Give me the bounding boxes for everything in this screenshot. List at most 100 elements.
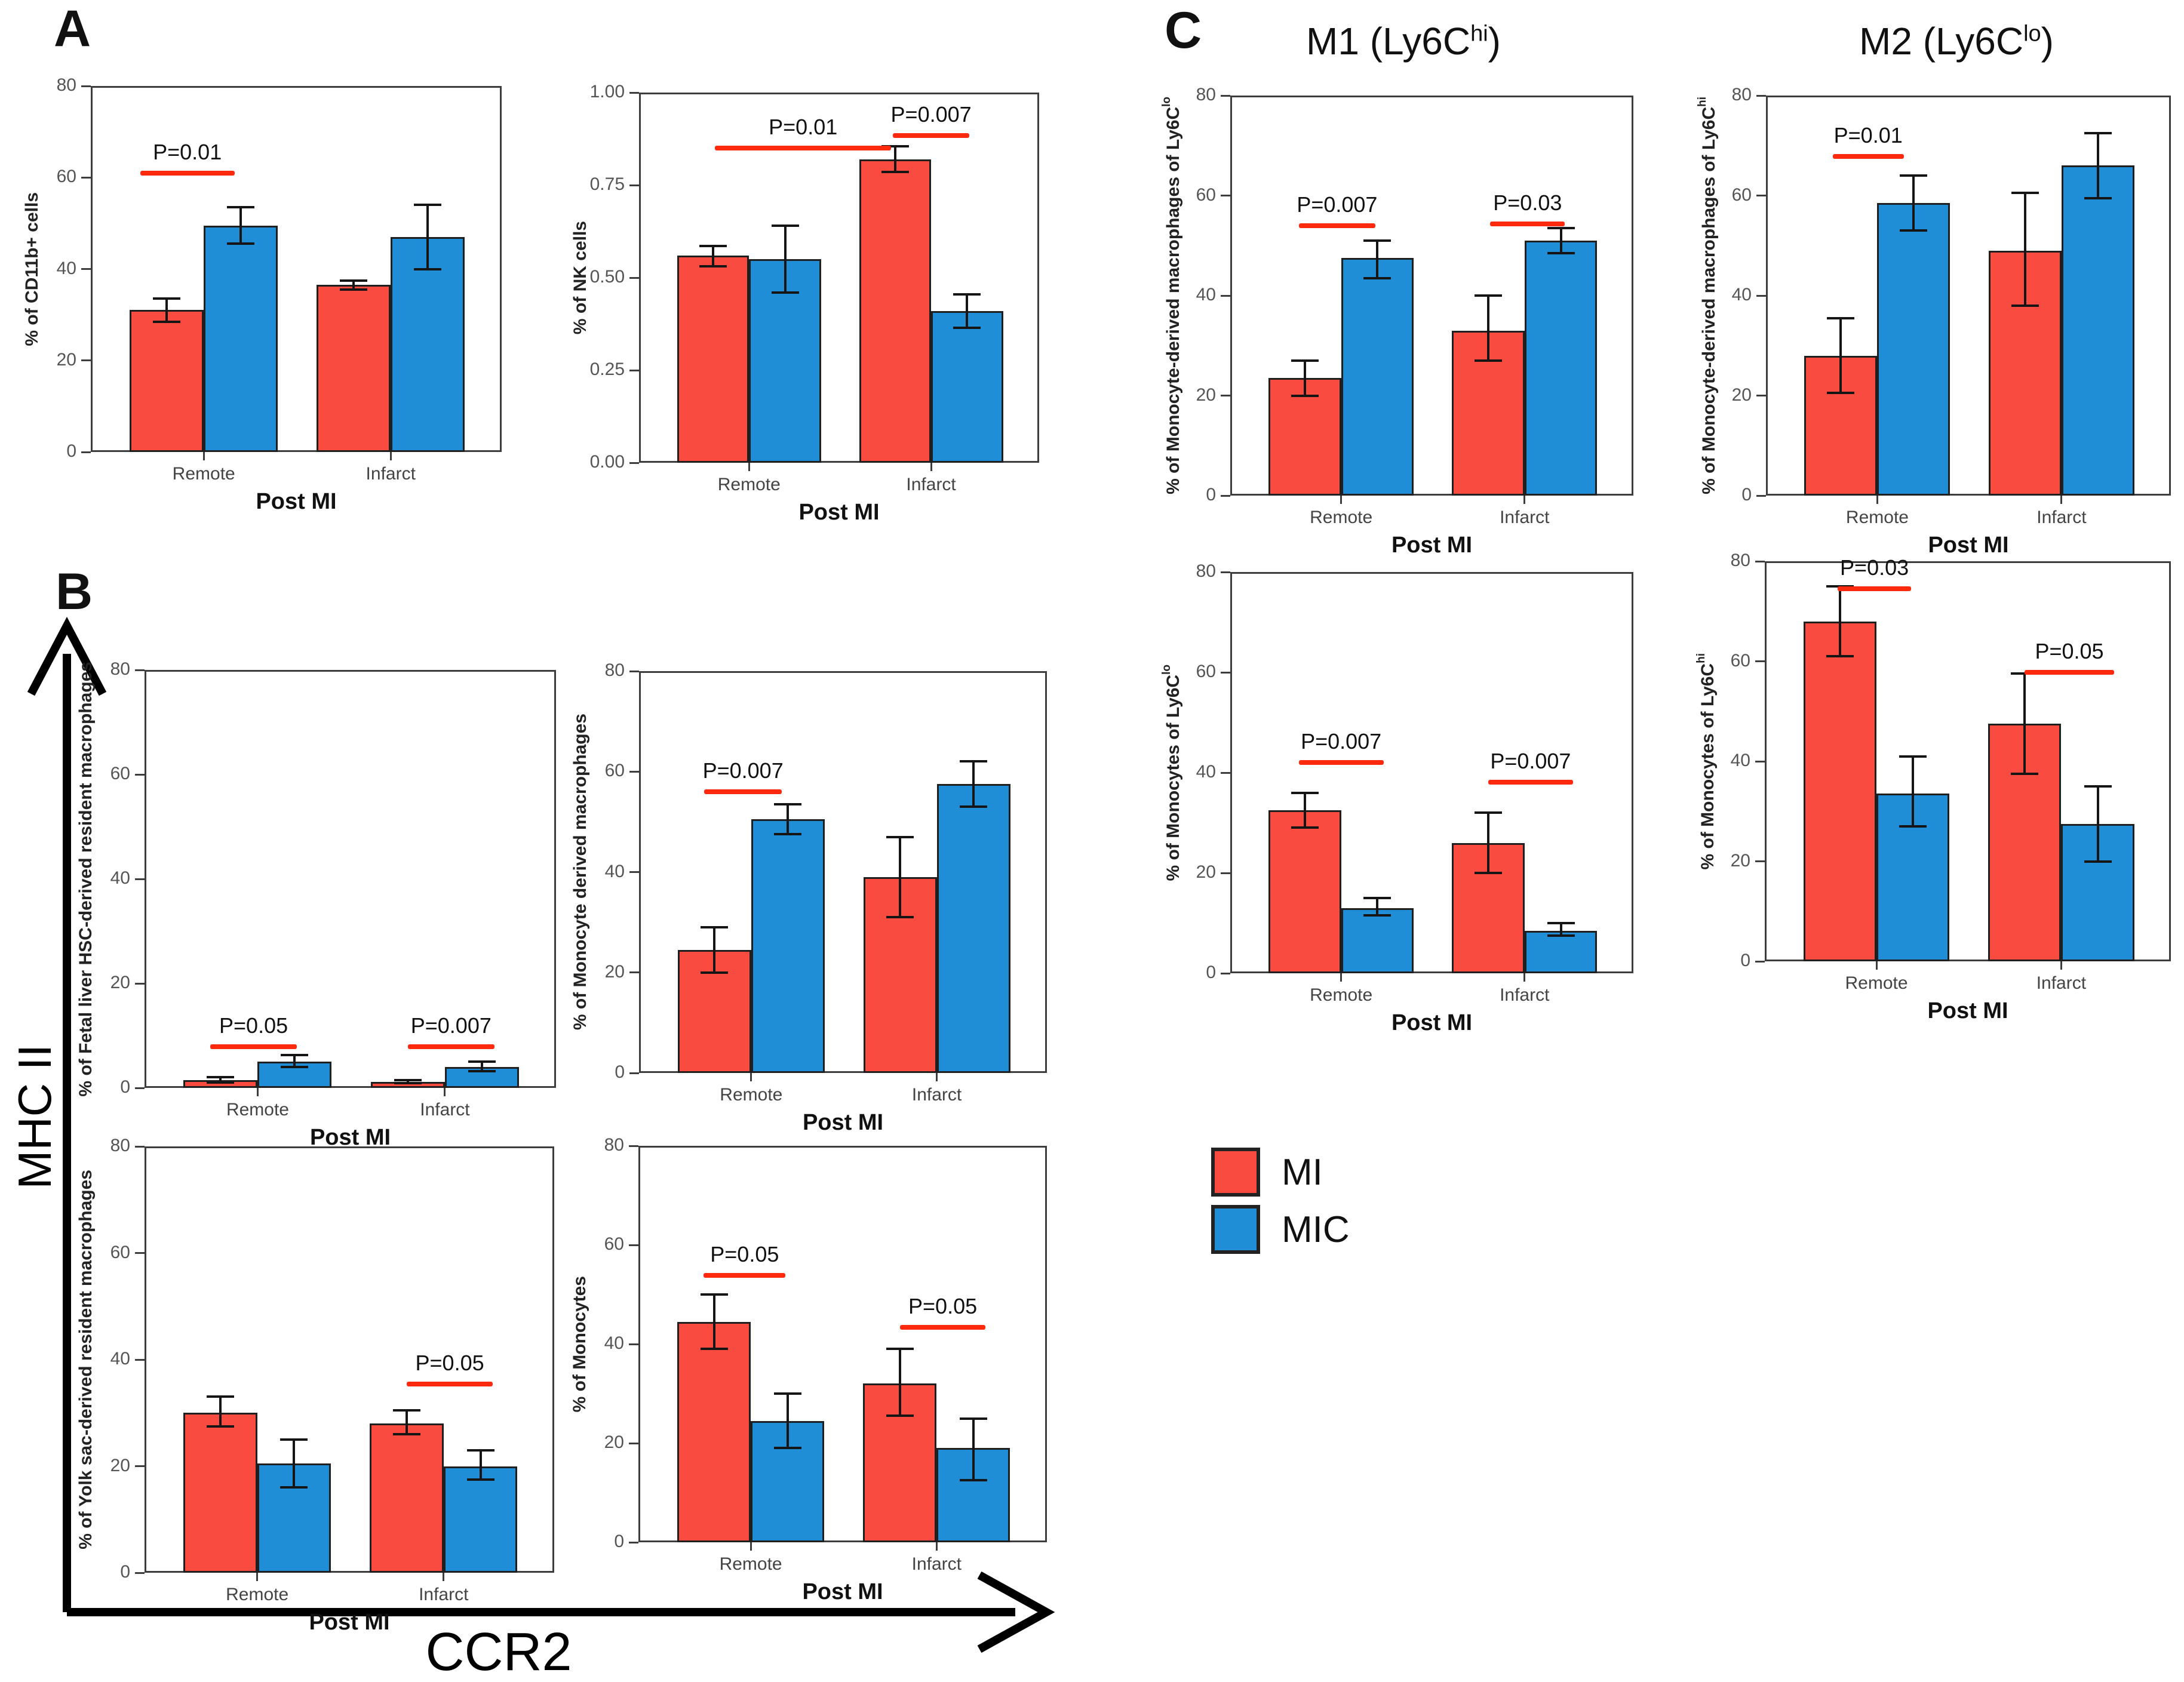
pvalue-annotation: P=0.007	[890, 102, 972, 127]
y-tick	[1221, 395, 1230, 396]
y-tick	[1221, 872, 1230, 874]
error-bar-line	[1376, 240, 1379, 278]
error-bar-cap-top	[773, 1392, 801, 1395]
error-bar-line	[1559, 227, 1562, 253]
y-tick-label: 20	[110, 973, 130, 992]
pvalue-annotation: P=0.007	[1490, 748, 1571, 773]
x-tick	[443, 1573, 445, 1581]
bar-mic-remote	[257, 1463, 331, 1573]
y-tick-label: 0	[66, 441, 76, 461]
panel-label-a: A	[54, 0, 91, 57]
y-tick-label: 0	[1206, 485, 1216, 505]
x-category-label: Remote	[1845, 508, 1909, 527]
x-tick	[748, 463, 750, 471]
error-bar-line	[1838, 586, 1841, 657]
x-tick	[2060, 961, 2062, 970]
x-tick	[256, 1573, 259, 1581]
error-bar-line	[352, 280, 355, 290]
y-tick	[1756, 195, 1766, 196]
error-bar-cap-bottom	[394, 1082, 422, 1085]
error-bar-cap-bottom	[1547, 934, 1575, 937]
pvalue-annotation: P=0.01	[769, 114, 838, 139]
legend: MI MIC	[1211, 1148, 1350, 1262]
error-bar-line	[1559, 923, 1562, 936]
pvalue-line	[1838, 586, 1911, 591]
error-bar-cap-bottom	[1363, 914, 1392, 917]
error-bar-line	[219, 1077, 222, 1083]
x-category-label: Infarct	[420, 1100, 470, 1120]
pvalue-line	[899, 1325, 986, 1330]
y-tick-label: 60	[1731, 185, 1752, 205]
error-bar-cap-bottom	[2084, 860, 2112, 863]
pvalue-line	[407, 1044, 494, 1050]
x-category-label: Remote	[1310, 508, 1373, 527]
y-tick-label: 0.50	[589, 267, 625, 287]
y-tick	[135, 1145, 145, 1148]
pvalue-line	[893, 133, 969, 139]
pvalue-annotation: P=0.05	[2035, 638, 2104, 663]
pvalue-line	[704, 789, 782, 794]
error-bar-cap-bottom	[466, 1478, 494, 1481]
y-tick	[1221, 494, 1230, 497]
x-tick	[2060, 496, 2063, 504]
error-bar-cap-bottom	[1899, 825, 1927, 828]
y-tick-label: 20	[1731, 385, 1752, 405]
pvalue-annotation: P=0.03	[1840, 555, 1909, 580]
y-tick-label: 20	[604, 1432, 624, 1452]
error-bar-line	[893, 146, 896, 173]
error-bar-cap-bottom	[1475, 872, 1502, 874]
error-bar-cap-top	[700, 1293, 728, 1296]
y-tick-label: 20	[56, 349, 76, 370]
error-bar-cap-bottom	[281, 1066, 309, 1068]
y-tick-label: 60	[56, 167, 76, 187]
y-tick-label: 0	[1206, 963, 1216, 982]
x-axis-title: Post MI	[309, 1125, 391, 1150]
y-tick-label: 60	[604, 761, 625, 781]
error-bar-line	[165, 299, 168, 322]
y-tick-label: 20	[604, 961, 625, 982]
bar-mic-remote	[1341, 258, 1414, 496]
error-bar-cap-top	[1899, 755, 1927, 758]
x-tick	[1523, 973, 1526, 982]
x-axis-title: Post MI	[309, 1610, 390, 1635]
x-category-label: Remote	[1310, 985, 1373, 1005]
x-axis-title: Post MI	[798, 500, 880, 525]
x-tick	[936, 1073, 938, 1081]
pvalue-line	[2025, 669, 2114, 675]
error-bar-line	[972, 761, 975, 807]
pvalue-annotation: P=0.05	[710, 1242, 779, 1267]
error-bar-cap-top	[1547, 922, 1575, 924]
x-tick	[202, 452, 205, 460]
legend-swatch-mic	[1211, 1205, 1260, 1254]
error-bar-cap-top	[280, 1438, 308, 1441]
error-bar-line	[972, 1418, 975, 1481]
y-tick	[1221, 972, 1230, 974]
y-tick-label: 0	[615, 1062, 625, 1082]
y-tick	[629, 1244, 638, 1246]
x-category-label: Remote	[717, 475, 781, 494]
error-bar-cap-bottom	[153, 320, 181, 323]
x-category-label: Remote	[172, 464, 235, 484]
error-bar-cap-top	[1475, 811, 1502, 814]
x-category-label: Infarct	[1500, 508, 1550, 527]
x-tick	[1340, 973, 1343, 982]
bar-mi-remote	[1268, 378, 1341, 496]
bar-mic-infarct	[1524, 930, 1598, 973]
bar-mic-remote	[1877, 203, 1950, 496]
error-bar-cap-top	[1547, 226, 1575, 229]
x-axis-title: Post MI	[1927, 998, 2008, 1023]
bar-mic-infarct	[443, 1466, 518, 1573]
bar-mic-infarct	[2061, 165, 2134, 496]
y-tick-label: 80	[1196, 85, 1216, 104]
legend-label-mi: MI	[1282, 1151, 1323, 1193]
y-tick	[629, 871, 639, 873]
error-bar-cap-top	[468, 1060, 496, 1063]
bar-mic-remote	[751, 819, 825, 1073]
y-tick	[135, 773, 145, 776]
error-bar-line	[1912, 756, 1915, 826]
bar-mi-remote	[677, 1321, 751, 1542]
error-bar-cap-top	[1900, 174, 1928, 177]
y-tick-label: 80	[1730, 551, 1750, 570]
y-tick-label: 0	[1741, 485, 1752, 505]
error-bar-cap-bottom	[953, 326, 981, 329]
